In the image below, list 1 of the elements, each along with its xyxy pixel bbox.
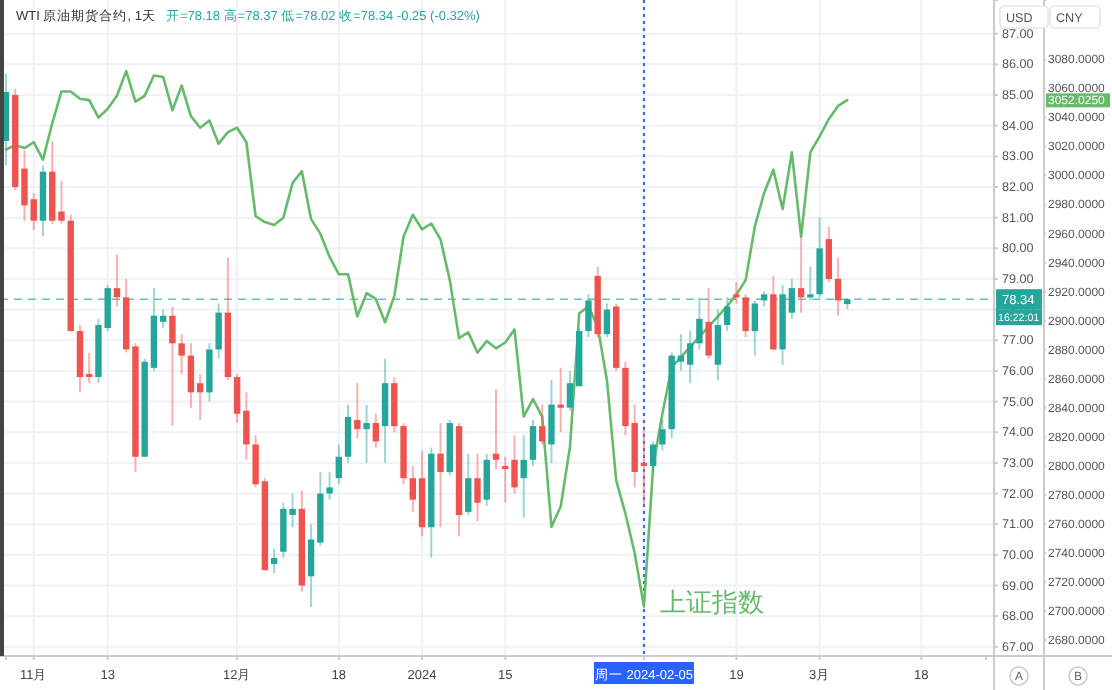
series-label: 上证指数 xyxy=(659,586,764,617)
